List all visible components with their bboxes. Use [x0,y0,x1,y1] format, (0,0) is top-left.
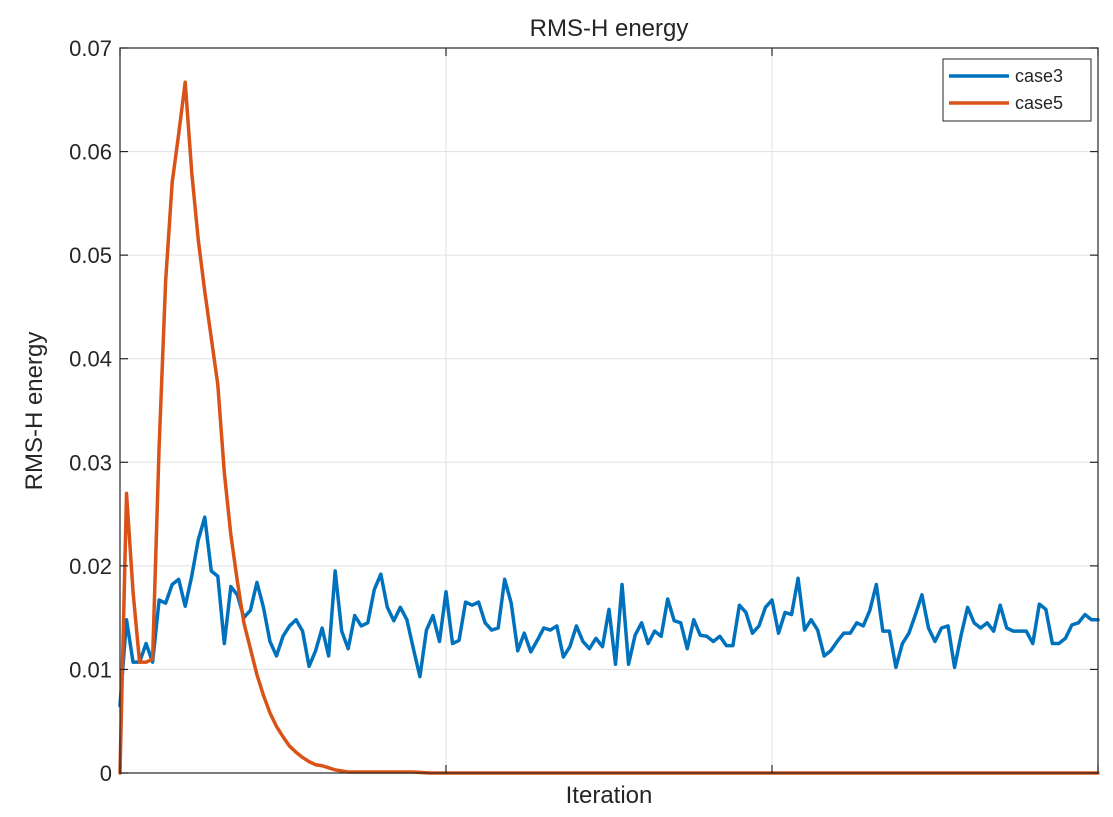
plot-layer [118,80,1100,775]
grid-layer [120,48,1098,773]
legend-label-case5: case5 [1015,93,1063,113]
axes-layer: 0 0.01 0.02 0.03 0.04 0.05 0.06 0.07 [69,36,1099,786]
chart-title: RMS-H energy [530,15,689,42]
y-tick-label: 0.01 [69,657,112,682]
y-tick-label: 0.03 [69,450,112,475]
y-tick-label: 0.02 [69,554,112,579]
legend: case3 case5 [942,58,1092,122]
series-line-case3 [118,515,1100,708]
plot-area [120,48,1098,773]
series-line-case5 [118,80,1100,775]
axes-box [119,47,1099,774]
legend-label-case3: case3 [1015,66,1063,86]
y-tick-label: 0.06 [69,140,112,165]
y-tick-label: 0 [100,761,112,786]
legend-box [942,58,1092,122]
y-tick-label: 0.04 [69,347,112,372]
y-axis-title: RMS-H energy [21,332,48,491]
x-axis-title: Iteration [566,782,653,809]
y-tick-label: 0.05 [69,243,112,268]
y-tick-label: 0.07 [69,36,112,61]
